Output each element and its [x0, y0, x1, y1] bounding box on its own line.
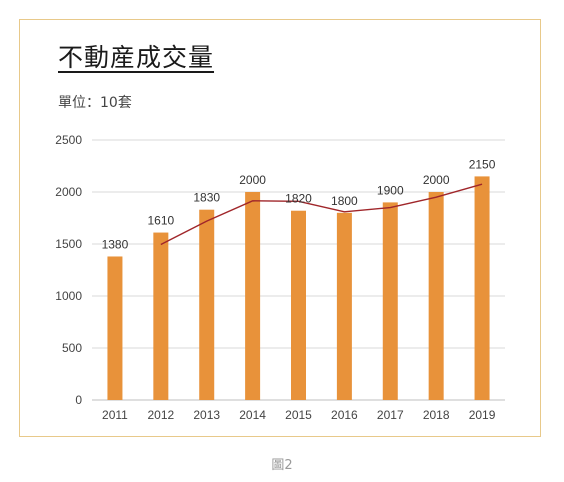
y-tick-label: 2000: [55, 185, 82, 199]
data-label: 2150: [469, 157, 496, 171]
bar: [382, 202, 398, 400]
data-label: 1830: [193, 191, 220, 205]
x-tick-label: 2018: [423, 408, 450, 422]
bar: [291, 210, 306, 400]
unit-label: 單位：10套: [58, 95, 132, 111]
y-tick-label: 1000: [55, 289, 82, 303]
y-tick-label: 0: [75, 393, 82, 407]
bar: [153, 232, 169, 400]
data-label: 1610: [147, 214, 174, 228]
data-label: 2000: [423, 173, 450, 187]
x-tick-label: 2011: [102, 408, 128, 422]
data-label: 1800: [331, 194, 358, 208]
x-tick-label: 2013: [193, 408, 220, 422]
bar: [199, 209, 215, 400]
y-axis-ticks: 0 500 1000 1500 2000 2500: [55, 133, 82, 407]
data-label: 1820: [285, 192, 312, 206]
x-tick-label: 2019: [469, 408, 496, 422]
trendline-group: [160, 183, 483, 246]
x-tick-label: 2014: [239, 408, 266, 422]
data-label: 2000: [239, 173, 266, 187]
y-tick-label: 500: [62, 341, 82, 355]
x-tick-label: 2015: [285, 408, 312, 422]
x-tick-label: 2016: [331, 408, 358, 422]
x-axis-ticks: 2011 2012 2013 2014 2015 2016 2017 2018 2019: [102, 408, 496, 422]
data-label: 1900: [377, 183, 404, 197]
bar: [474, 176, 490, 400]
data-labels: 1380 1610 1830 2000 1820 1800 1900 2000 2150: [102, 157, 496, 251]
y-tick-label: 2500: [55, 133, 82, 147]
trendline: [160, 183, 483, 246]
x-tick-label: 2017: [377, 408, 404, 422]
bar: [336, 212, 352, 400]
y-tick-label: 1500: [55, 237, 82, 251]
x-tick-label: 2012: [147, 408, 174, 422]
bar: [107, 256, 123, 400]
chart-frame: [19, 19, 541, 437]
data-label: 1380: [102, 237, 129, 251]
bar: [245, 192, 261, 400]
chart-title: 不動産成交量: [58, 43, 215, 72]
figure-caption: 圖2: [271, 458, 293, 473]
bars: [107, 176, 490, 400]
bar: [428, 192, 444, 400]
